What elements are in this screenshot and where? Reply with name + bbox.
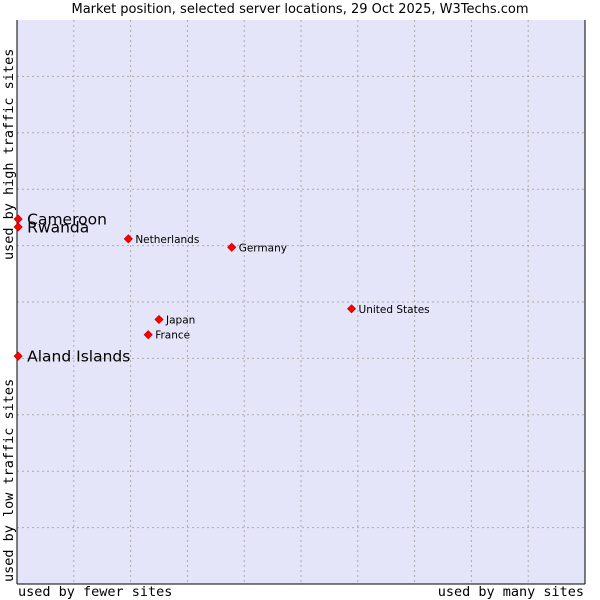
chart-title: Market position, selected server locatio… — [71, 2, 529, 17]
data-label-france: France — [155, 330, 190, 342]
y-axis-label-high: used by high traffic sites — [1, 48, 17, 260]
data-point-united-states — [346, 304, 357, 314]
data-point-france — [143, 330, 153, 340]
data-label-cameroon: Cameroon — [27, 211, 107, 229]
x-axis-label-low: used by fewer sites — [18, 584, 173, 600]
data-label-netherlands: Netherlands — [135, 234, 199, 246]
data-label-germany: Germany — [239, 242, 287, 254]
data-label-aland-islands: Aland Islands — [27, 348, 130, 366]
data-point-netherlands — [123, 234, 133, 244]
data-point-japan — [154, 314, 164, 325]
y-axis-label-low: used by low traffic sites — [1, 378, 17, 582]
data-point-germany — [227, 242, 237, 252]
x-axis-label-high: used by many sites — [437, 584, 584, 600]
data-point-rwanda — [13, 222, 23, 232]
data-label-united-states: United States — [359, 304, 430, 316]
data-label-rwanda: Rwanda — [27, 218, 89, 236]
data-point-aland-islands — [13, 351, 23, 361]
grid-lines — [17, 20, 585, 584]
data-label-japan: Japan — [165, 314, 195, 326]
